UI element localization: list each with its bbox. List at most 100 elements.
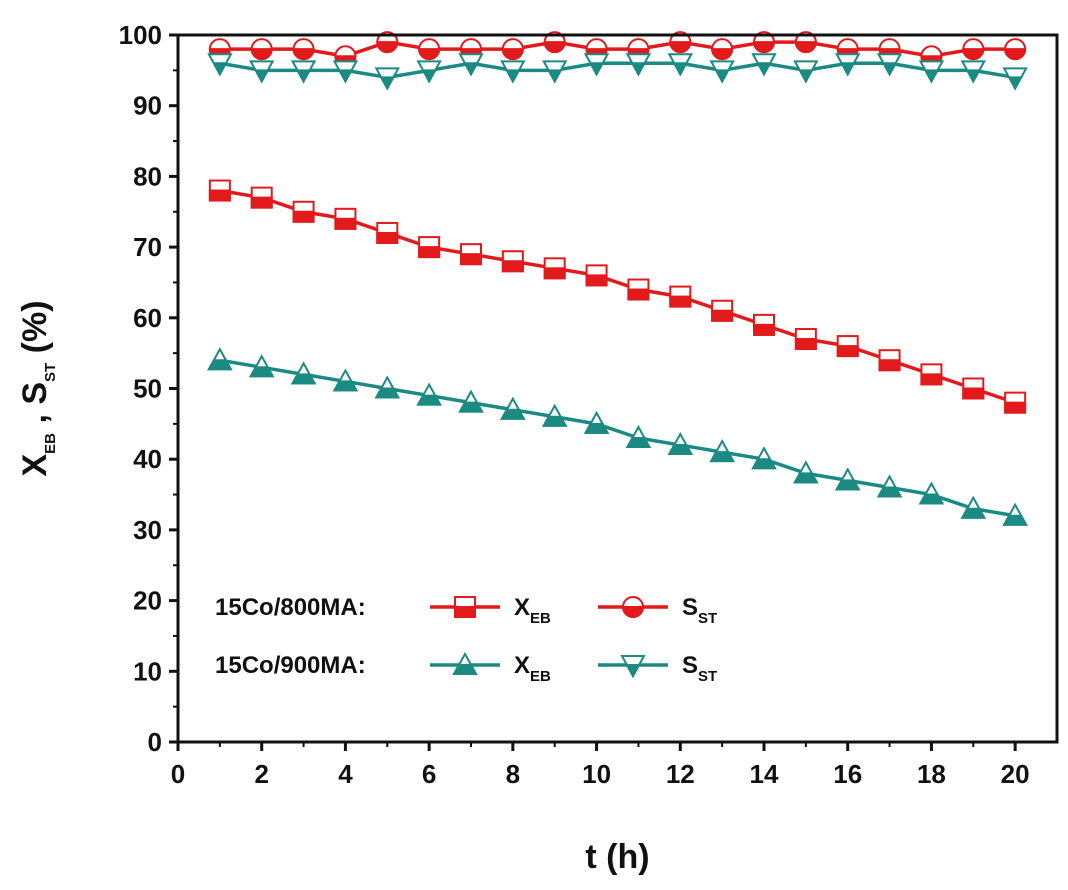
data-point-fill [542, 415, 568, 427]
data-point-fill [416, 394, 442, 406]
data-point-fill [878, 359, 901, 372]
x-axis-title: t (h) [585, 838, 649, 876]
data-point-fill [794, 338, 817, 351]
x-tick-label: 6 [422, 759, 436, 789]
data-point-fill [1004, 401, 1027, 414]
x-tick-label: 18 [917, 759, 946, 789]
y-title-sub2: ST [42, 363, 59, 382]
x-tick-label: 10 [582, 759, 611, 789]
data-point-fill [379, 76, 395, 91]
data-point-fill [630, 62, 647, 77]
y-title-sub1: EB [42, 433, 59, 454]
data-point-fill [290, 373, 317, 385]
y-tick-label: 60 [133, 303, 162, 333]
y-tick-label: 0 [148, 727, 162, 757]
data-point-fill [923, 69, 940, 84]
legend-row-label: 15Co/900MA: [215, 652, 366, 679]
data-point-fill [292, 210, 315, 223]
data-point-fill [501, 260, 524, 273]
legend-marker-fill [452, 664, 478, 675]
data-point-fill [207, 359, 233, 371]
svg-text:XEB , SST (%): XEB , SST (%) [16, 300, 59, 476]
axis-ticks [169, 33, 1017, 751]
data-point-fill [292, 48, 315, 61]
data-point-fill [962, 48, 985, 61]
data-point-fill [793, 472, 819, 484]
data-point-fill [501, 48, 524, 61]
data-point-fill [376, 231, 399, 244]
data-point-fill [669, 295, 692, 308]
legend-row-label: 15Co/800MA: [215, 594, 366, 621]
data-point-fill [376, 41, 399, 54]
data-point-fill [334, 217, 357, 230]
data-point-fill [585, 274, 608, 287]
data-point-fill [1007, 76, 1023, 91]
x-tick-label: 0 [171, 759, 185, 789]
series-layer [207, 31, 1028, 526]
x-tick-label: 14 [750, 759, 779, 789]
series-3 [207, 53, 1028, 91]
y-title-unit: (%) [16, 300, 54, 362]
data-point-fill [709, 451, 735, 463]
legend-marker-fill [454, 606, 476, 618]
data-point-fill [547, 69, 563, 84]
data-point-fill [711, 309, 734, 322]
y-tick-label: 80 [133, 161, 162, 191]
data-point-fill [458, 401, 484, 413]
y-tick-label: 30 [133, 515, 162, 545]
y-tick-label: 50 [133, 374, 162, 404]
data-point-fill [295, 69, 312, 84]
data-point-fill [337, 69, 354, 84]
data-point-fill [672, 62, 688, 77]
data-point-fill [960, 507, 986, 519]
y-title-sep: , S [16, 382, 54, 433]
data-point-fill [332, 380, 359, 392]
y-tick-label: 90 [133, 91, 162, 121]
data-point-fill [460, 253, 482, 266]
data-point-fill [1002, 514, 1028, 526]
series-0 [208, 179, 1027, 414]
data-point-fill [798, 69, 814, 84]
series-2 [207, 347, 1028, 526]
legend-entry-label: XEB [514, 652, 551, 685]
data-point-fill [588, 62, 605, 77]
tick-labels: 0 10 20 30 40 50 60 70 80 90 100 0 2 4 6 8 10 12 14 16 18 20 [119, 20, 1030, 789]
data-point-fill [835, 479, 861, 491]
data-point-fill [753, 323, 775, 336]
data-point-fill [962, 387, 985, 400]
data-point-fill [418, 246, 441, 259]
data-point-fill [918, 493, 945, 505]
y-axis-title: XEB , SST (%) [16, 300, 59, 476]
data-point-fill [250, 48, 273, 61]
legend-entry-label: SST [682, 594, 717, 627]
data-point-fill [711, 48, 734, 61]
y-title-main: X [16, 454, 54, 477]
series-1 [208, 31, 1027, 68]
data-point-fill [836, 345, 859, 358]
data-point-fill [751, 458, 777, 470]
x-tick-label: 4 [338, 759, 353, 789]
data-point-fill [627, 288, 650, 301]
y-tick-label: 100 [119, 20, 162, 50]
data-point-fill [500, 408, 526, 420]
y-tick-label: 40 [133, 444, 162, 474]
data-point-fill [667, 444, 693, 456]
legend-entry-label: SST [682, 652, 717, 685]
data-point-fill [965, 69, 981, 84]
data-point-fill [249, 366, 275, 378]
x-tick-label: 2 [254, 759, 268, 789]
data-point-fill [374, 387, 400, 399]
data-point-fill [1004, 48, 1027, 61]
x-tick-label: 16 [833, 759, 862, 789]
data-point-fill [463, 62, 479, 77]
data-point-fill [881, 62, 898, 77]
data-point-fill [254, 69, 270, 84]
data-point-fill [756, 62, 772, 77]
data-point-fill [212, 62, 228, 77]
legend-marker-fill [621, 606, 645, 618]
data-point-fill [250, 196, 273, 209]
data-point-fill [752, 41, 776, 54]
data-point-fill [876, 486, 903, 498]
data-point-fill [543, 41, 566, 54]
